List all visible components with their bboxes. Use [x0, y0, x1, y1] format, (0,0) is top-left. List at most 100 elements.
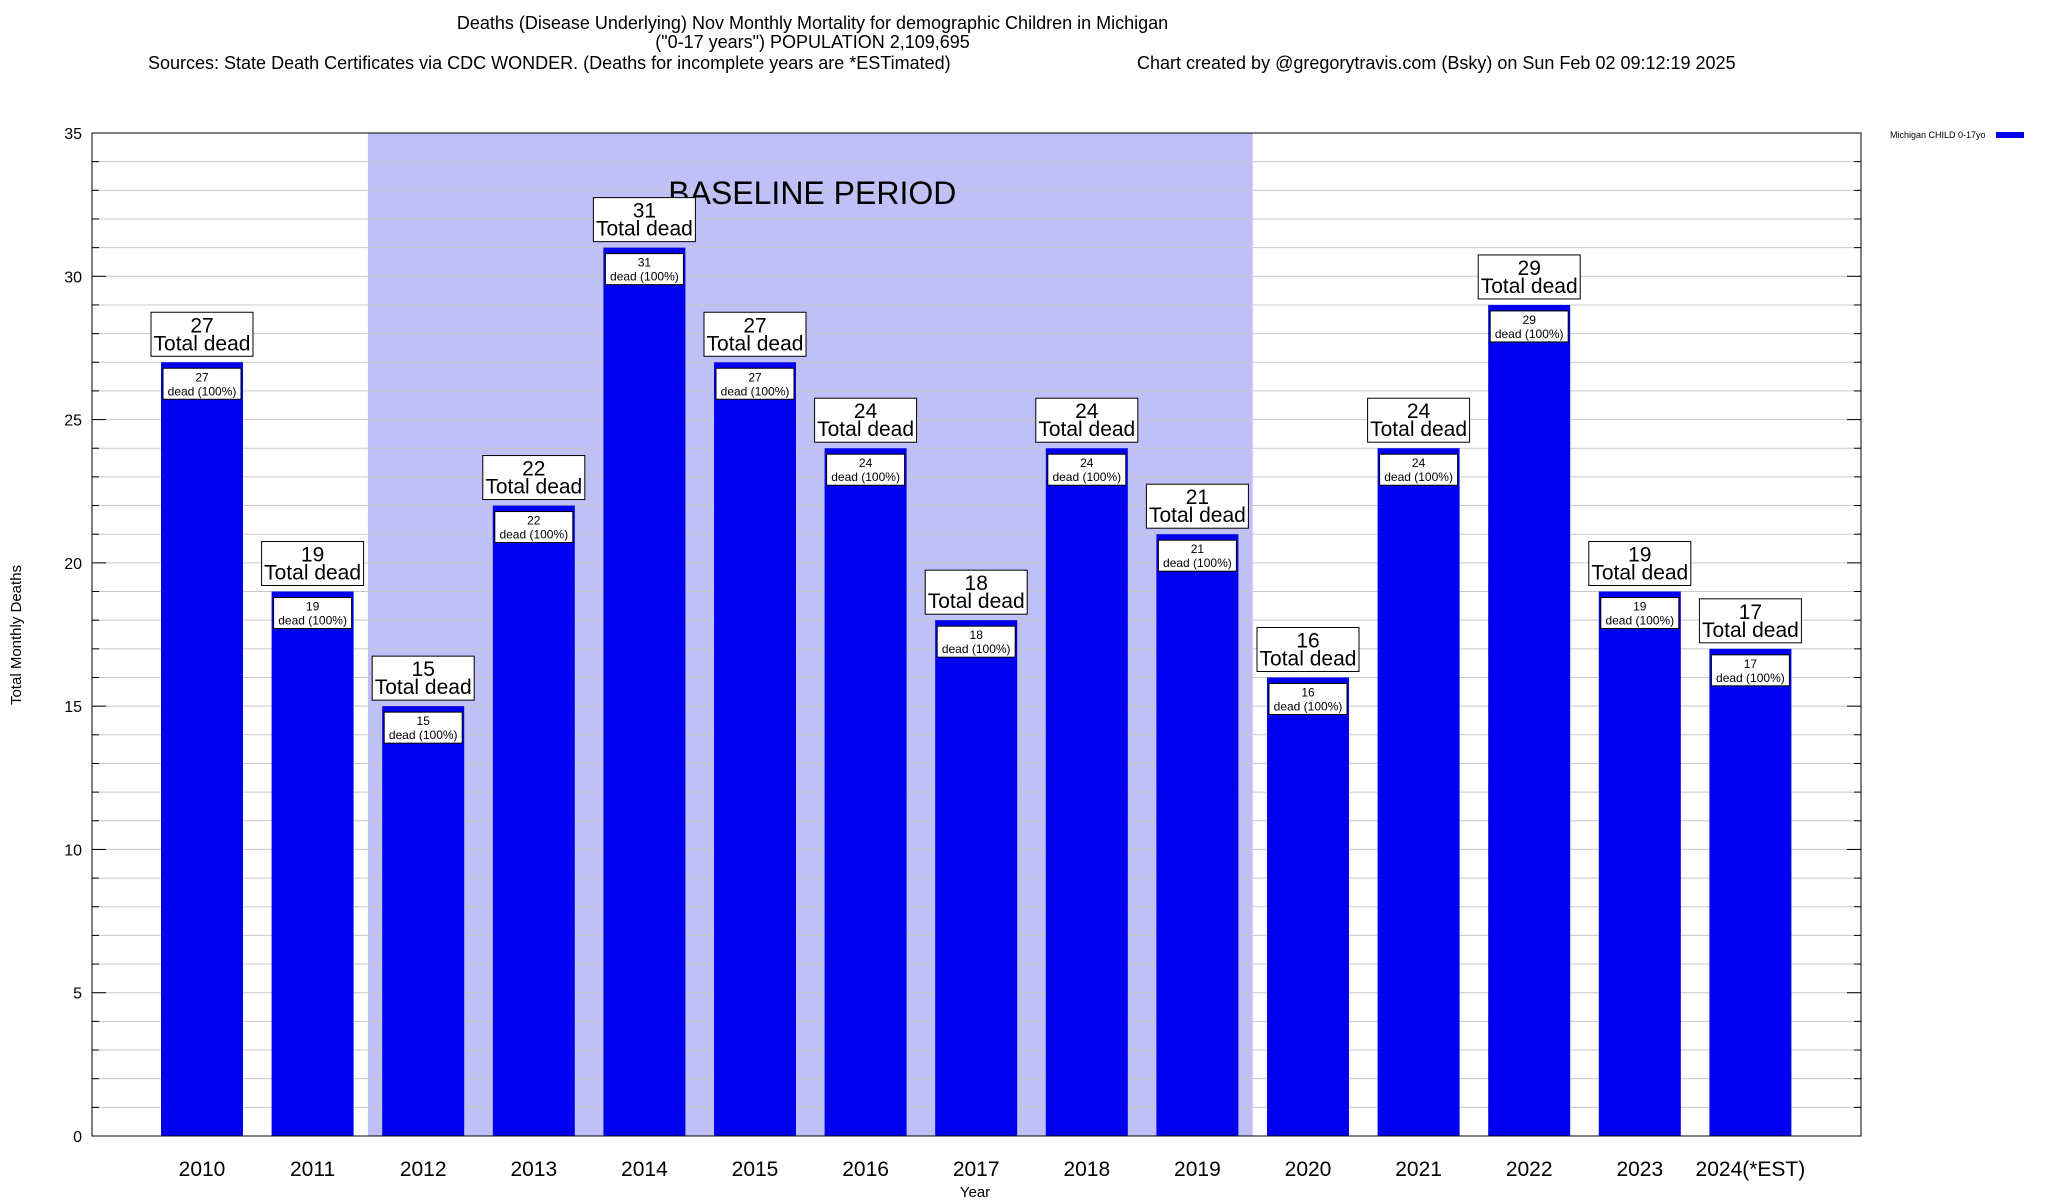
bar — [714, 362, 796, 1136]
x-tick-label: 2021 — [1395, 1158, 1442, 1181]
bar-total-label-box — [1477, 254, 1581, 300]
chart-credit: Chart created by @gregorytravis.com (Bsk… — [1137, 53, 1736, 73]
bar-inner-label: dead (100%) — [1163, 556, 1232, 570]
bar-total-label-box — [261, 541, 365, 587]
bar-total-label-box — [482, 455, 586, 501]
bar — [935, 620, 1018, 1136]
bar-total-value: 19 — [1628, 544, 1651, 567]
bar-inner-value: 24 — [1412, 456, 1426, 470]
bar-inner-label: dead (100%) — [168, 384, 237, 398]
bar-total-label-box — [150, 311, 254, 357]
x-tick-label: 2019 — [1174, 1158, 1221, 1181]
bar-inner-label: dead (100%) — [1716, 671, 1785, 685]
bar-total-label: Total dead — [1260, 647, 1357, 670]
bar-total-label-box — [924, 569, 1028, 615]
sources-note: Sources: State Death Certificates via CD… — [148, 53, 951, 73]
bar-inner-label: dead (100%) — [389, 728, 458, 742]
y-tick-label: 30 — [64, 269, 82, 286]
bar-inner-value: 27 — [195, 370, 209, 384]
bar-inner-label: dead (100%) — [1605, 614, 1674, 628]
y-tick-label: 20 — [64, 556, 82, 573]
bar-total-label: Total dead — [817, 418, 914, 441]
bar-inner-label-box — [383, 711, 463, 744]
chart-title: Deaths (Disease Underlying) Nov Monthly … — [0, 14, 1625, 52]
bar-total-label-box — [371, 655, 475, 701]
x-tick-label: 2020 — [1285, 1158, 1332, 1181]
x-axis-label: Year — [960, 1184, 990, 1200]
bar-total-label-box — [1145, 483, 1249, 529]
y-tick-label: 35 — [64, 126, 82, 143]
title-line-1: Deaths (Disease Underlying) Nov Monthly … — [456, 13, 1169, 33]
x-tick-label: 2013 — [510, 1158, 557, 1181]
bar-total-label: Total dead — [707, 332, 804, 355]
x-tick-label: 2018 — [1063, 1158, 1110, 1181]
bar-inner-label-box — [1268, 682, 1348, 715]
bar-total-value: 27 — [190, 314, 213, 337]
x-tick-label: 2016 — [842, 1158, 889, 1181]
bar-total-value: 31 — [633, 200, 656, 223]
bar-total-label-box — [1367, 397, 1471, 443]
bar-total-label: Total dead — [1481, 275, 1578, 298]
y-axis-label: Total Monthly Deaths — [8, 565, 25, 705]
bar — [1045, 448, 1128, 1136]
legend-swatch — [1995, 132, 2024, 138]
bar — [1156, 534, 1239, 1136]
bar-inner-label: dead (100%) — [721, 384, 790, 398]
bar-total-label: Total dead — [264, 562, 361, 585]
bar-inner-value: 19 — [1633, 600, 1647, 614]
bar-total-label: Total dead — [485, 476, 582, 499]
bar — [824, 448, 907, 1136]
bar-total-label-box — [1035, 397, 1139, 443]
bar-inner-label-box — [494, 511, 574, 544]
bar-total-label: Total dead — [1702, 619, 1799, 642]
bar-total-value: 27 — [743, 314, 766, 337]
y-tick-label: 5 — [73, 986, 82, 1003]
bar — [1709, 648, 1792, 1136]
bar-inner-label-box — [826, 453, 906, 486]
bar-inner-label: dead (100%) — [1495, 327, 1564, 341]
bar-inner-label-box — [715, 367, 795, 400]
bar-total-label: Total dead — [1370, 418, 1467, 441]
legend: Michigan CHILD 0-17yo — [1890, 130, 2024, 140]
y-tick-label: 15 — [64, 699, 82, 716]
bar-inner-label: dead (100%) — [1274, 699, 1343, 713]
bar-total-label-box — [1588, 541, 1692, 587]
x-tick-label: 2015 — [732, 1158, 779, 1181]
y-tick-label: 10 — [64, 842, 82, 859]
plot-frame — [91, 132, 1862, 1137]
bar-total-value: 19 — [301, 544, 324, 567]
bar-inner-label: dead (100%) — [1052, 470, 1121, 484]
bar-inner-label-box — [1710, 654, 1790, 687]
bar-total-value: 24 — [1075, 400, 1099, 423]
bar-inner-value: 15 — [417, 714, 431, 728]
bar-total-value: 24 — [1407, 400, 1431, 423]
y-tick-label: 25 — [64, 413, 82, 430]
bar-total-label-box — [592, 197, 696, 243]
bar-total-value: 15 — [412, 658, 435, 681]
bar-total-label: Total dead — [154, 332, 251, 355]
bar-inner-value: 22 — [527, 514, 541, 528]
bar-total-label: Total dead — [1038, 418, 1135, 441]
bar-inner-value: 18 — [970, 628, 984, 642]
x-tick-label: 2012 — [400, 1158, 447, 1181]
legend-label: Michigan CHILD 0-17yo — [1890, 130, 1986, 140]
bar — [382, 706, 465, 1136]
bar-inner-value: 19 — [306, 600, 320, 614]
bar-inner-label-box — [1157, 539, 1237, 572]
baseline-period-label: BASELINE PERIOD — [668, 175, 956, 211]
bar — [1598, 591, 1681, 1136]
bar-inner-label-box — [162, 367, 242, 400]
bar-total-label: Total dead — [928, 590, 1025, 613]
bar — [1488, 304, 1571, 1136]
bar-total-label-box — [1698, 598, 1802, 644]
bar-inner-value: 17 — [1744, 657, 1758, 671]
bar-inner-label-box — [1489, 310, 1569, 343]
bar-inner-label: dead (100%) — [1384, 470, 1453, 484]
bar-total-value: 21 — [1186, 486, 1209, 509]
bar-inner-label-box — [936, 625, 1016, 658]
title-line-2: ("0-17 years") POPULATION 2,109,695 — [655, 32, 970, 52]
y-tick-label: 0 — [73, 1129, 82, 1146]
bar-total-label: Total dead — [1591, 562, 1688, 585]
bar-total-value: 29 — [1518, 257, 1541, 280]
